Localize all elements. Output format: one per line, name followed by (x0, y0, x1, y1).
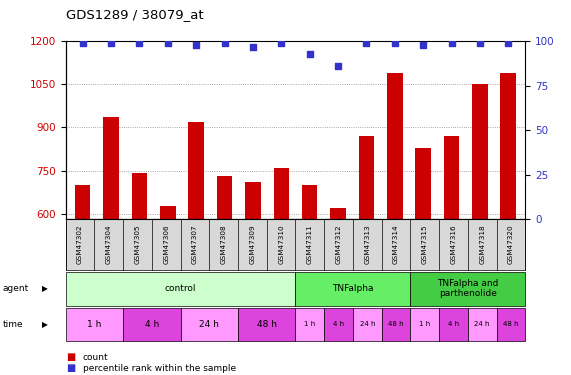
Text: 4 h: 4 h (144, 320, 159, 329)
Bar (103, 117, 119, 219)
Text: agent: agent (3, 284, 29, 293)
Bar (160, 207, 176, 219)
Text: 1 h: 1 h (304, 321, 316, 327)
Text: time: time (3, 320, 23, 329)
Bar (217, 176, 232, 219)
Text: 24 h: 24 h (199, 320, 219, 329)
Text: control: control (165, 284, 196, 293)
Bar (501, 73, 516, 219)
Bar (245, 182, 261, 219)
Text: 24 h: 24 h (475, 321, 490, 327)
Bar (188, 122, 204, 219)
Text: percentile rank within the sample: percentile rank within the sample (83, 364, 236, 373)
Point (333, 63, 343, 69)
Point (504, 40, 513, 46)
Text: 4 h: 4 h (448, 321, 459, 327)
Text: GSM47304: GSM47304 (106, 225, 112, 264)
Bar (75, 185, 90, 219)
Point (419, 42, 428, 48)
Text: GSM47302: GSM47302 (77, 225, 83, 264)
Bar (359, 136, 374, 219)
Text: GSM47307: GSM47307 (192, 225, 198, 264)
Text: ■: ■ (66, 352, 75, 362)
Text: GSM47312: GSM47312 (336, 225, 341, 264)
Point (390, 40, 399, 46)
Text: ■: ■ (66, 363, 75, 373)
Point (475, 40, 484, 46)
Point (107, 40, 116, 46)
Point (305, 51, 314, 57)
Text: GSM47316: GSM47316 (451, 225, 456, 264)
Text: 24 h: 24 h (360, 321, 375, 327)
Point (163, 40, 172, 46)
Bar (132, 173, 147, 219)
Text: ▶: ▶ (42, 320, 47, 329)
Bar (472, 84, 488, 219)
Point (362, 40, 371, 46)
Point (78, 40, 87, 46)
Point (192, 42, 201, 48)
Text: GSM47311: GSM47311 (307, 225, 313, 264)
Bar (274, 168, 289, 219)
Text: GSM47309: GSM47309 (250, 225, 255, 264)
Text: GSM47306: GSM47306 (163, 225, 169, 264)
Text: 48 h: 48 h (503, 321, 519, 327)
Text: 48 h: 48 h (388, 321, 404, 327)
Point (248, 44, 258, 50)
Point (135, 40, 144, 46)
Bar (302, 185, 317, 219)
Text: 1 h: 1 h (87, 320, 102, 329)
Text: GSM47318: GSM47318 (479, 225, 485, 264)
Text: TNFalpha and
parthenolide: TNFalpha and parthenolide (437, 279, 498, 298)
Bar (387, 73, 403, 219)
Text: 48 h: 48 h (257, 320, 277, 329)
Text: GSM47314: GSM47314 (393, 225, 399, 264)
Text: GSM47313: GSM47313 (364, 225, 371, 264)
Text: GSM47320: GSM47320 (508, 225, 514, 264)
Point (447, 40, 456, 46)
Text: TNFalpha: TNFalpha (332, 284, 373, 293)
Text: GSM47308: GSM47308 (220, 225, 227, 264)
Text: GSM47315: GSM47315 (422, 225, 428, 264)
Point (277, 40, 286, 46)
Bar (330, 208, 346, 219)
Text: GSM47310: GSM47310 (278, 225, 284, 264)
Point (220, 40, 229, 46)
Text: GSM47305: GSM47305 (135, 225, 140, 264)
Text: ▶: ▶ (42, 284, 47, 293)
Bar (444, 136, 459, 219)
Text: GDS1289 / 38079_at: GDS1289 / 38079_at (66, 8, 203, 21)
Text: 4 h: 4 h (333, 321, 344, 327)
Bar (415, 147, 431, 219)
Text: count: count (83, 352, 108, 362)
Text: 1 h: 1 h (419, 321, 431, 327)
